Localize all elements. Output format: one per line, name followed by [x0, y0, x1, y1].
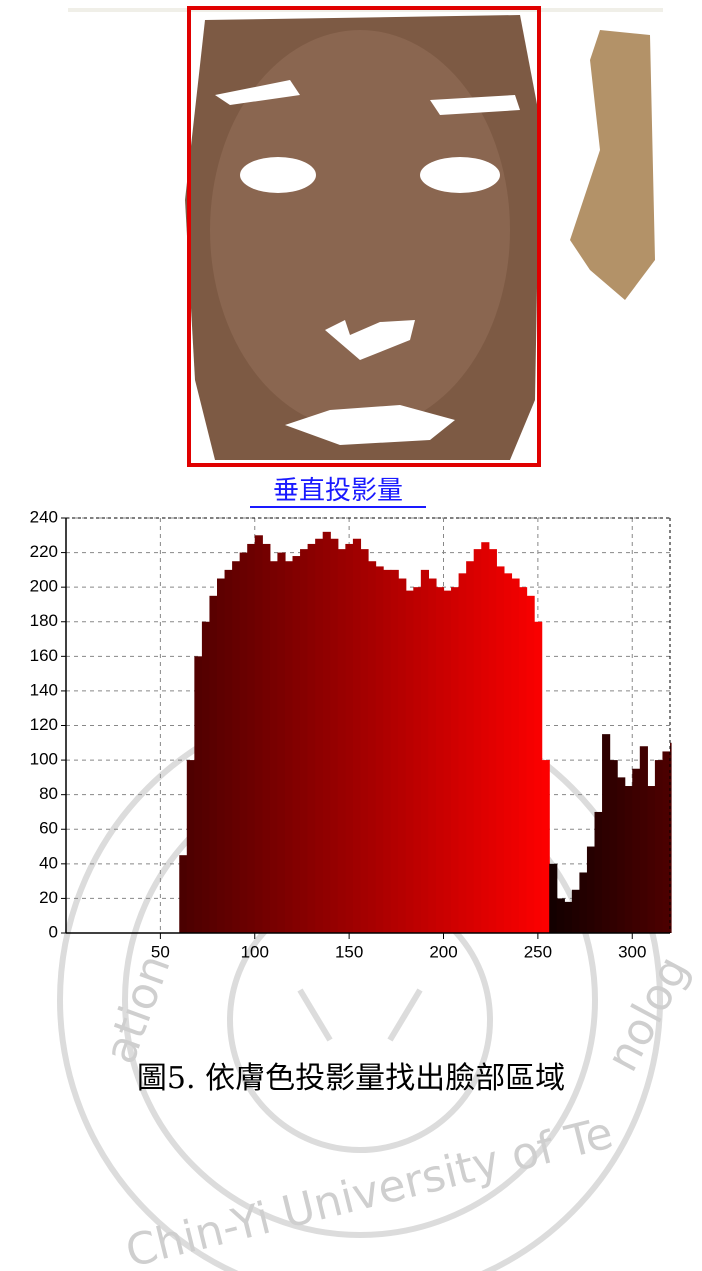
bar	[662, 751, 671, 933]
bar	[451, 587, 460, 933]
y-tick-label: 100	[30, 750, 58, 769]
bar	[315, 538, 324, 933]
y-tick-label: 40	[39, 853, 58, 872]
bar	[352, 538, 362, 933]
bar	[179, 855, 188, 933]
bar	[292, 556, 301, 933]
bar	[443, 590, 452, 933]
bar	[586, 846, 596, 933]
bar	[262, 543, 271, 933]
bar	[526, 595, 535, 933]
bar	[511, 578, 520, 933]
bar	[307, 543, 316, 933]
bar	[481, 542, 490, 933]
bar	[277, 552, 286, 933]
bar	[201, 621, 211, 933]
x-tick-label: 100	[241, 942, 269, 961]
bar	[579, 872, 588, 933]
y-tick-label: 160	[30, 646, 58, 665]
bar	[435, 587, 445, 933]
bar	[496, 566, 505, 933]
y-tick-label: 140	[30, 680, 58, 699]
bar	[254, 535, 263, 933]
bar	[420, 569, 429, 933]
bar	[488, 549, 497, 933]
bar	[239, 552, 248, 933]
bar	[209, 595, 218, 933]
bar	[556, 898, 565, 933]
bar	[624, 786, 633, 933]
bar	[383, 569, 392, 933]
bar	[466, 561, 475, 933]
bar	[269, 561, 278, 933]
bar	[300, 549, 309, 933]
bar	[247, 543, 256, 933]
x-tick-label: 150	[335, 942, 363, 961]
y-tick-label: 200	[30, 577, 58, 596]
plot: 0 20 40 60 80 100 120 140 160 180 200 220 240 50 100 15…	[30, 507, 672, 961]
y-tick-label: 60	[39, 819, 58, 838]
bar	[602, 734, 611, 933]
bar	[654, 760, 664, 933]
bar	[194, 656, 203, 933]
y-tick-label: 240	[30, 507, 58, 526]
x-tick-label: 50	[151, 942, 170, 961]
bar	[609, 760, 618, 933]
bar	[503, 573, 513, 933]
bar	[564, 901, 573, 933]
y-tick-label: 120	[30, 715, 58, 734]
bar	[186, 760, 195, 933]
caption: 圖5. 依膚色投影量找出臉部區域	[137, 1061, 565, 1096]
bar	[405, 590, 414, 933]
bar	[345, 543, 354, 933]
bar	[541, 760, 550, 933]
y-tick-label: 20	[39, 888, 58, 907]
y-tick-label: 180	[30, 611, 58, 630]
bar	[390, 569, 399, 933]
y-tick-label: 0	[49, 922, 58, 941]
bar	[571, 889, 580, 933]
bar	[284, 561, 294, 933]
bar	[670, 742, 672, 933]
x-tick-label: 300	[618, 942, 646, 961]
y-tick-label: 80	[39, 784, 58, 803]
bar	[322, 531, 331, 933]
bar	[594, 811, 603, 933]
bar	[232, 561, 241, 933]
x-tick-label: 200	[429, 942, 457, 961]
bar	[632, 768, 641, 933]
bar	[360, 549, 369, 933]
bar	[398, 578, 407, 933]
bar	[375, 566, 384, 933]
bar	[428, 578, 437, 933]
watermark-text: ation	[95, 948, 181, 1070]
bar	[473, 549, 482, 933]
bar	[413, 587, 422, 933]
x-tick-label: 250	[524, 942, 552, 961]
bar	[639, 746, 648, 933]
bar	[224, 569, 233, 933]
bar	[217, 578, 226, 933]
chart-title: 垂直投影量	[273, 475, 403, 505]
bar	[549, 863, 558, 933]
bar	[458, 573, 467, 933]
bar	[519, 587, 528, 933]
bar	[368, 561, 377, 933]
bar	[330, 538, 339, 933]
face-photo	[68, 6, 663, 467]
bar	[337, 549, 346, 933]
watermark-text: nolog	[597, 948, 699, 1080]
bar	[534, 621, 543, 933]
bar	[647, 786, 656, 933]
watermark-text: Chin-Yi University of Te	[121, 1107, 618, 1271]
bar	[617, 777, 626, 933]
y-tick-label: 220	[30, 542, 58, 561]
